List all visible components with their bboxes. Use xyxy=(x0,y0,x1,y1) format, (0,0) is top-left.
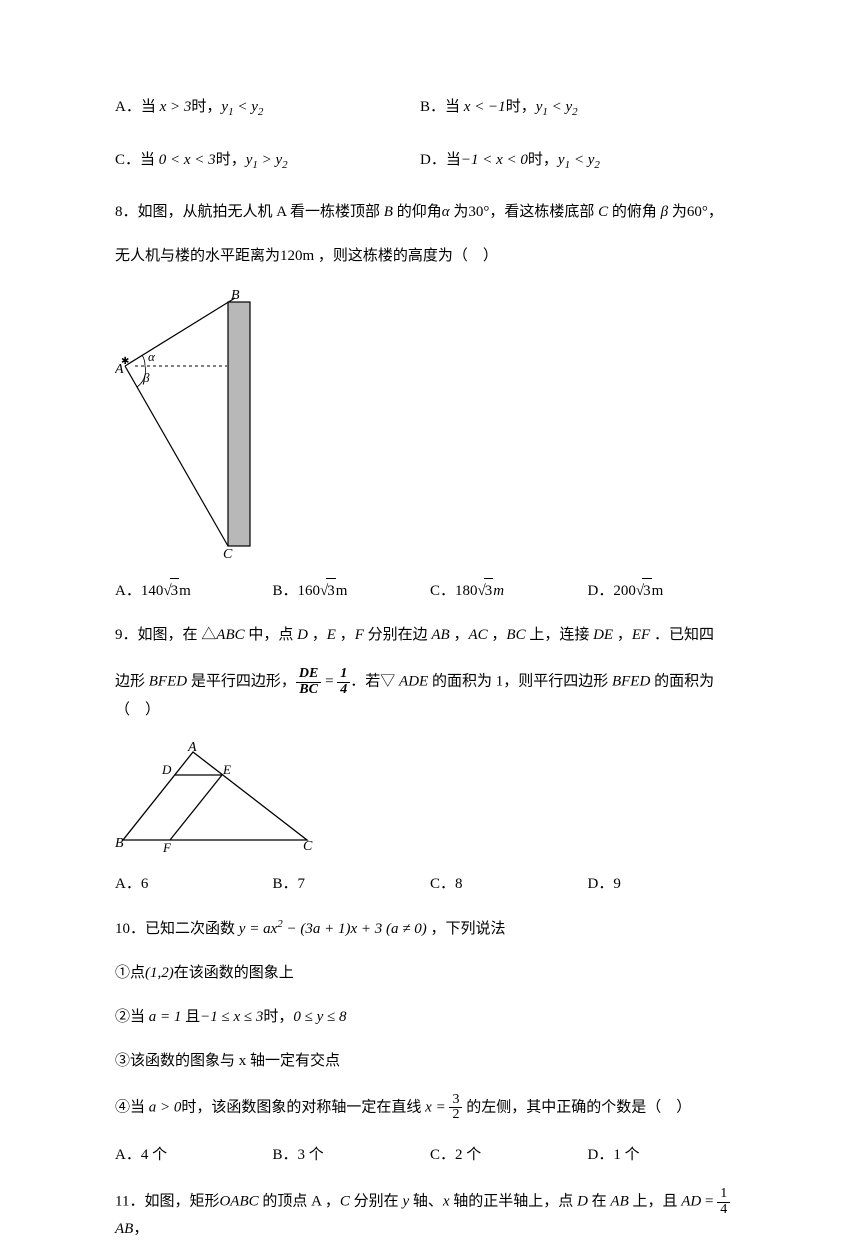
q7-options-row1: A．当 x > 3时，y1 < y2 B．当 x < −1时，y1 < y2 xyxy=(115,95,745,122)
sqrt-icon: 3 xyxy=(636,578,652,603)
label-B: B xyxy=(231,288,240,303)
q9-diagram: A B C D E F xyxy=(115,742,745,860)
relation: y1 < y2 xyxy=(221,99,263,115)
building-diagram-svg: α β A B C ✱ xyxy=(115,288,275,558)
q10-statement-2: ②当 a = 1 且−1 ≤ x ≤ 3时，0 ≤ y ≤ 8 xyxy=(115,1005,745,1029)
q9-stem-line2: 边形 BFED 是平行四边形，DEBC = 14．若▽ ADE 的面积为 1，则… xyxy=(115,667,745,721)
angle-alpha-arc xyxy=(142,355,145,366)
q8-option-D: D．2003m xyxy=(588,578,746,603)
sqrt-icon: 3 xyxy=(163,578,179,603)
question-number: 10． xyxy=(115,921,145,937)
option-label: D． xyxy=(420,152,446,168)
q7-option-C: C．当 0 < x < 3时，y1 > y2 xyxy=(115,148,420,175)
fraction-1-4: 14 xyxy=(717,1187,730,1217)
q10-option-B: B．3 个 xyxy=(273,1143,431,1167)
sqrt-icon: 3 xyxy=(478,578,494,603)
line-AB xyxy=(125,298,235,366)
formula: y = ax2 − (3a + 1)x + 3 (a ≠ 0) xyxy=(239,921,427,937)
q8-option-B: B．1603m xyxy=(273,578,431,603)
label-D: D xyxy=(161,762,172,777)
q10-options: A．4 个 B．3 个 C．2 个 D．1 个 xyxy=(115,1143,745,1167)
label-F: F xyxy=(162,840,172,852)
q9-option-D: D．9 xyxy=(588,872,746,896)
q10-option-C: C．2 个 xyxy=(430,1143,588,1167)
q8-diagram: α β A B C ✱ xyxy=(115,288,745,566)
building-rect xyxy=(228,302,250,546)
option-label: B． xyxy=(420,99,445,115)
q8-options: A．1403m B．1603m C．1803m D．2003m xyxy=(115,578,745,603)
triangle-ABC xyxy=(123,752,307,840)
beta-label: β xyxy=(142,370,150,385)
relation: y1 < y2 xyxy=(558,152,600,168)
q9-option-C: C．8 xyxy=(430,872,588,896)
fraction-3-2: 32 xyxy=(449,1093,462,1123)
line-AC xyxy=(125,366,228,546)
label-B: B xyxy=(115,836,124,851)
triangle-diagram-svg: A B C D E F xyxy=(115,742,315,852)
q10-stem: 10．已知二次函数 y = ax2 − (3a + 1)x + 3 (a ≠ 0… xyxy=(115,916,745,941)
line-EF xyxy=(170,775,222,840)
question-number: 8． xyxy=(115,204,138,220)
relation: y1 > y2 xyxy=(246,152,288,168)
question-number: 11． xyxy=(115,1194,144,1210)
label-C: C xyxy=(223,547,233,558)
q11-stem: 11．如图，矩形OABC 的顶点 A ，C 分别在 y 轴、x 轴的正半轴上，点… xyxy=(115,1187,745,1241)
question-number: 9． xyxy=(115,627,138,643)
alpha-label: α xyxy=(148,349,156,364)
q7-option-A: A．当 x > 3时，y1 < y2 xyxy=(115,95,420,122)
option-label: A． xyxy=(115,99,141,115)
q10-statement-3: ③该函数的图象与 x 轴一定有交点 xyxy=(115,1049,745,1073)
q8-stem-line2: 无人机与楼的水平距离为120m ，则这栋楼的高度为（ ） xyxy=(115,244,745,268)
relation: y1 < y2 xyxy=(536,99,578,115)
option-label: C． xyxy=(115,152,140,168)
label-C: C xyxy=(303,839,313,852)
q9-options: A．6 B．7 C．8 D．9 xyxy=(115,872,745,896)
label-E: E xyxy=(222,762,231,777)
q8-option-C: C．1803m xyxy=(430,578,588,603)
sqrt-icon: 3 xyxy=(320,578,336,603)
fraction-DE-BC: DEBC xyxy=(296,667,321,697)
q8-stem-line1: 8．如图，从航拍无人机 A 看一栋楼顶部 B 的仰角α 为30°，看这栋楼底部 … xyxy=(115,200,745,224)
q8-option-A: A．1403m xyxy=(115,578,273,603)
label-A: A xyxy=(187,742,197,755)
q10-statement-4: ④当 a > 0时，该函数图象的对称轴一定在直线 x = 32 的左侧，其中正确… xyxy=(115,1093,745,1123)
q10-option-A: A．4 个 xyxy=(115,1143,273,1167)
q10-statement-1: ①点(1,2)在该函数的图象上 xyxy=(115,961,745,985)
fraction-1-4: 14 xyxy=(337,667,350,697)
q7-option-D: D．当−1 < x < 0时，y1 < y2 xyxy=(420,148,745,175)
q7-option-B: B．当 x < −1时，y1 < y2 xyxy=(420,95,745,122)
q9-option-A: A．6 xyxy=(115,872,273,896)
drone-icon: ✱ xyxy=(121,356,129,367)
q10-option-D: D．1 个 xyxy=(588,1143,746,1167)
q9-option-B: B．7 xyxy=(273,872,431,896)
q7-options-row2: C．当 0 < x < 3时，y1 > y2 D．当−1 < x < 0时，y1… xyxy=(115,148,745,175)
q9-stem-line1: 9．如图，在 △ABC 中，点 D ，E ，F 分别在边 AB ，AC ，BC … xyxy=(115,623,745,647)
